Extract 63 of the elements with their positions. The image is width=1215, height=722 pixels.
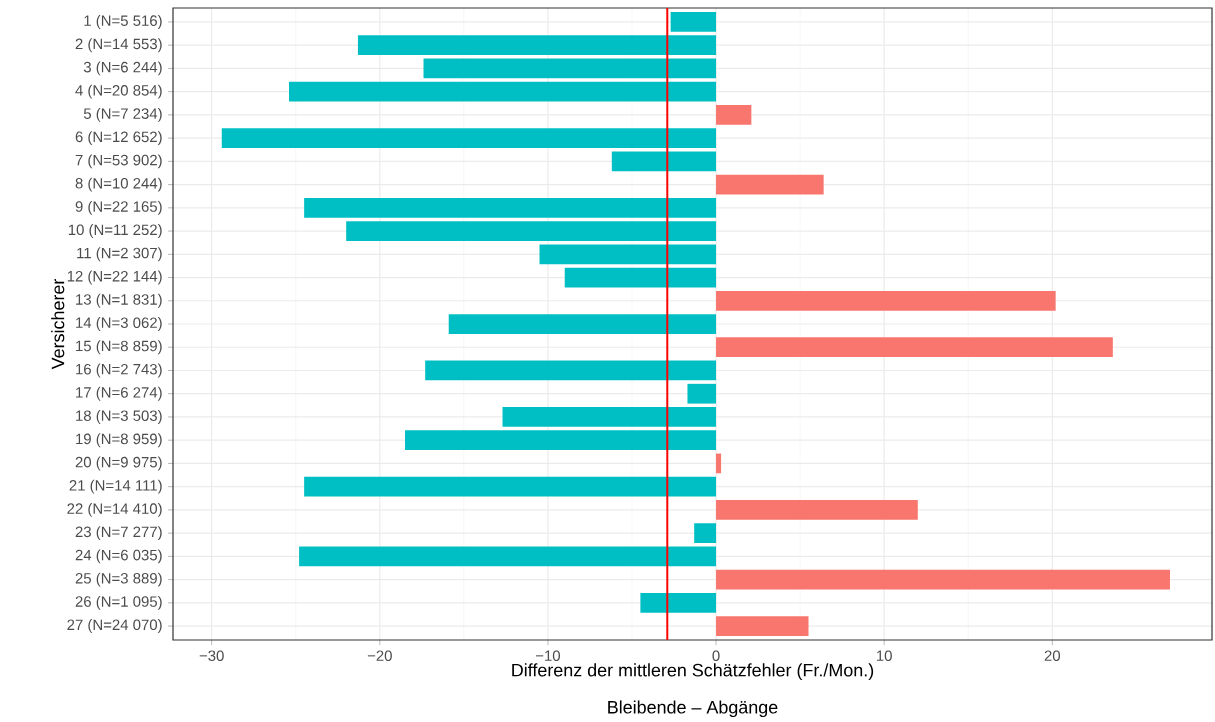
y-tick-label: 8 (N=10 244) — [75, 177, 162, 192]
y-tick-label: 6 (N=12 652) — [75, 131, 162, 146]
x-tick-label: 10 — [876, 650, 892, 661]
bar — [716, 105, 752, 125]
y-tick-label: 5 (N=7 234) — [83, 107, 162, 122]
bar — [716, 500, 918, 520]
y-tick-label: 25 (N=3 889) — [75, 572, 162, 587]
y-tick-label: 16 (N=2 743) — [76, 363, 162, 378]
y-tick-label: 19 (N=8 959) — [76, 433, 162, 448]
x-tick-label: 0 — [712, 650, 720, 661]
y-tick-label: 3 (N=6 244) — [83, 61, 162, 76]
bar — [357, 35, 717, 56]
y-tick-label: 13 (N=1 831) — [76, 293, 162, 308]
x-tick-label: −20 — [367, 650, 392, 661]
bar — [716, 453, 722, 474]
x-tick-label: −10 — [535, 650, 560, 661]
y-tick-label: 12 (N=22 144) — [67, 270, 162, 285]
x-axis-title: Differenz der mittleren Schätzfehler (Fr./Mon.) — [512, 663, 874, 681]
text: Bleibende – Abgänge — [608, 700, 778, 718]
bar — [346, 221, 717, 241]
y-tick-label: 20 (N=9 975) — [75, 456, 162, 471]
bar — [716, 337, 1113, 358]
bar — [405, 430, 717, 451]
bar — [304, 476, 717, 497]
bar — [539, 244, 717, 265]
bar — [611, 151, 717, 172]
y-tick-label: 24 (N=6 035) — [75, 549, 162, 564]
bar — [304, 197, 717, 218]
x-tick-label: 20 — [1044, 650, 1061, 661]
bar — [564, 267, 717, 288]
y-tick-label: 2 (N=14 553) — [75, 38, 162, 53]
y-tick-label: 4 (N=20 854) — [75, 84, 162, 99]
bar — [716, 290, 1056, 311]
bar — [716, 174, 824, 195]
bar — [640, 592, 717, 613]
bar — [687, 383, 717, 404]
bar — [670, 12, 717, 32]
y-tick-label: 9 (N=22 165) — [75, 200, 162, 215]
y-tick-label: 21 (N=14 111) — [69, 479, 162, 494]
y-tick-label: 22 (N=14 410) — [67, 502, 162, 517]
y-axis-title: Versicherer — [51, 278, 65, 370]
y-tick-label: 23 (N=7 277) — [75, 526, 162, 541]
bar — [425, 360, 717, 381]
y-tick-label: 18 (N=3 503) — [76, 410, 162, 424]
bar — [299, 546, 717, 567]
y-tick-label: 17 (N=6 274) — [76, 386, 162, 401]
y-tick-label: 10 (N=11 252) — [68, 224, 162, 239]
y-tick-label: 15 (N=8 859) — [76, 340, 162, 355]
bar — [502, 407, 717, 427]
bar — [448, 314, 717, 334]
x-tick-label: −30 — [199, 650, 224, 661]
y-tick-label: 1 (N=5 516) — [84, 15, 162, 29]
y-tick-label: 27 (N=24 070) — [67, 619, 162, 634]
y-tick-label: 7 (N=53 902) — [75, 154, 162, 169]
bar — [423, 58, 717, 79]
bar — [716, 569, 1170, 590]
y-tick-label: 11 (N=2 307) — [77, 247, 162, 262]
bar — [221, 128, 717, 148]
bar — [289, 81, 717, 102]
y-tick-label: 26 (N=1 095) — [75, 595, 162, 610]
y-tick-label: 14 (N=3 062) — [76, 317, 162, 331]
bar — [716, 616, 809, 636]
bar — [694, 523, 717, 543]
